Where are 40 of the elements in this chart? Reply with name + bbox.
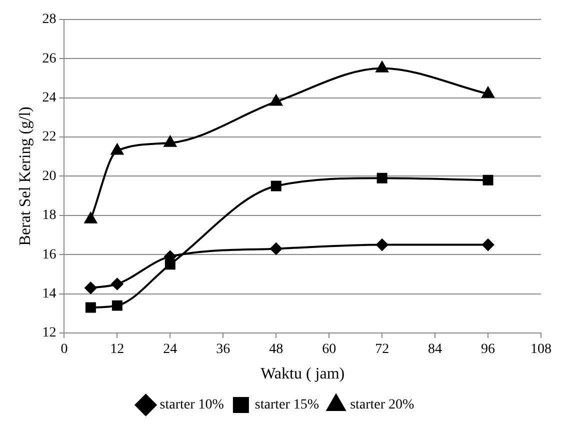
x-tick-label: 12 [110,342,124,358]
x-tick-label: 72 [375,342,390,358]
x-tick-label: 96 [481,342,496,358]
y-tick-label: 12 [42,326,56,341]
point [482,86,494,98]
point [482,238,494,251]
legend-label: starter 20% [350,398,415,413]
x-tick-label: 84 [428,342,442,358]
x-tick-label: 60 [322,342,336,358]
point [110,144,124,155]
x-tick-label: 36 [216,342,230,358]
point [482,174,494,186]
y-tick-label: 22 [42,130,56,145]
y-tick-label: 16 [42,247,56,262]
y-tick-label: 18 [42,208,56,224]
legend-label: starter 15% [254,398,320,413]
x-tick-label: 24 [163,342,178,358]
point [84,282,97,294]
legend-label: starter 10% [160,398,224,413]
point [111,278,124,290]
point [270,242,282,255]
x-tick-label: 48 [269,342,284,358]
point [270,94,282,106]
y-tick-label: 14 [42,286,56,302]
y-tick-label: 28 [42,12,56,28]
point [376,61,388,72]
y-tick-label: 24 [42,90,56,106]
point [84,212,97,224]
y-axis-title: Berat Sel Kering (g/l) [16,106,34,246]
x-axis-title: Waktu ( jam) [260,366,345,383]
point [85,302,96,313]
x-tick-label: 0 [60,342,68,358]
y-tick-label: 26 [42,51,56,66]
point [112,300,122,311]
x-tick-label: 108 [530,342,552,358]
y-tick-label: 20 [42,168,56,184]
point [270,180,282,192]
point [164,136,176,147]
point [376,238,388,251]
point [376,172,388,184]
